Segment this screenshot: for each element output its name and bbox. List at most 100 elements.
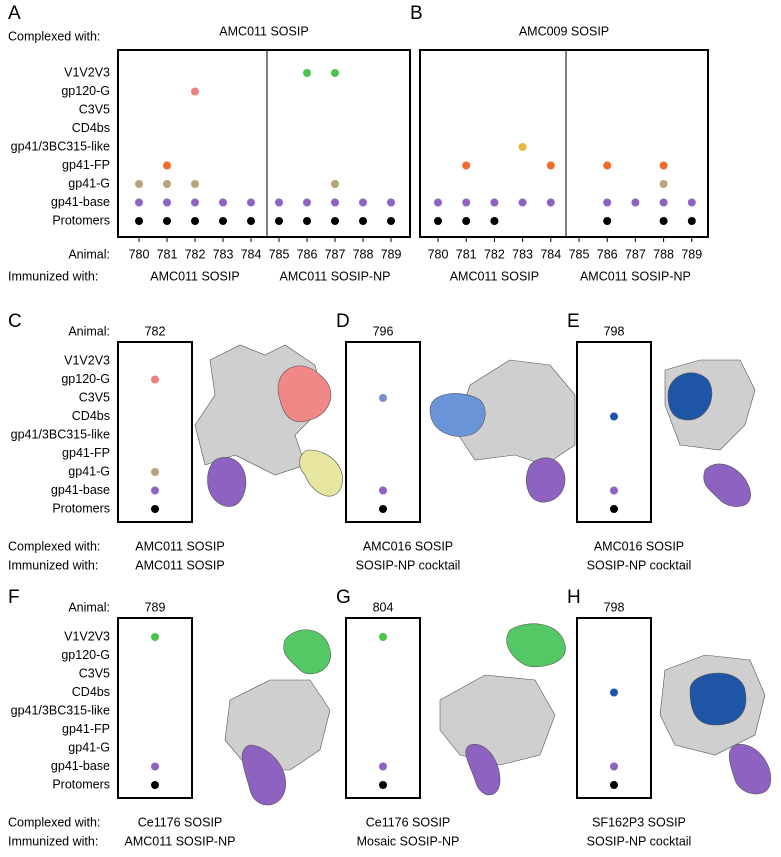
panel-box [345, 341, 421, 523]
panel-letter: F [8, 587, 20, 608]
label: Animal: [68, 600, 110, 614]
animal-label: 786 [597, 247, 618, 261]
complexed-with: AMC016 SOSIP [363, 539, 453, 553]
animal-label: 785 [269, 247, 290, 261]
animal-label: 804 [373, 600, 394, 614]
structure-render [283, 629, 331, 675]
dot [518, 143, 527, 151]
label: Complexed with: [8, 815, 100, 829]
dot [434, 217, 442, 225]
dot [659, 217, 668, 225]
dot [687, 198, 696, 207]
dot [151, 375, 159, 384]
epitope-label: C3V5 [79, 102, 110, 116]
dot [379, 394, 387, 402]
dot [359, 198, 367, 207]
structure-render [207, 457, 247, 507]
animal-label: 781 [456, 247, 477, 261]
epitope-label: Protomers [52, 213, 110, 227]
structure-render [439, 674, 556, 766]
complexed-with: Ce1176 SOSIP [138, 815, 223, 829]
structure-render [667, 372, 713, 421]
dot [303, 217, 311, 225]
epitope-label: CD4bs [72, 121, 110, 135]
structure-render [689, 672, 747, 726]
complexed-with: AMC009 SOSIP [519, 24, 609, 38]
panel-box [117, 341, 193, 523]
immunized-with: AMC011 SOSIP-NP [125, 834, 236, 848]
dot [191, 180, 199, 188]
animal-label: 782 [145, 324, 166, 338]
dot [687, 217, 696, 225]
panel-box [117, 49, 411, 238]
animal-label: 789 [681, 247, 702, 261]
dot [603, 161, 612, 170]
dot [490, 198, 499, 207]
dot [387, 198, 395, 207]
structure-render [728, 744, 772, 795]
epitope-label: Protomers [52, 501, 110, 515]
complexed-with: AMC016 SOSIP [594, 539, 684, 553]
structure-render [525, 457, 566, 503]
immunized-with: AMC011 SOSIP-NP [280, 269, 391, 283]
dot [275, 217, 283, 225]
dot [135, 198, 143, 207]
dot [247, 217, 255, 225]
immunized-with: AMC011 SOSIP [150, 269, 239, 283]
dot [163, 161, 171, 170]
dot [518, 198, 527, 207]
dot [163, 180, 171, 188]
label: Immunized with: [8, 558, 98, 572]
animal-label: 798 [604, 324, 625, 338]
panel-box [576, 341, 652, 523]
immunized-with: AMC011 SOSIP-NP [580, 269, 691, 283]
label: Immunized with: [8, 269, 98, 283]
epitope-label: V1V2V3 [64, 629, 110, 643]
dot [610, 781, 618, 789]
dot [387, 217, 395, 225]
epitope-label: gp120-G [61, 372, 110, 386]
dot [191, 198, 199, 207]
dot [275, 198, 283, 207]
animal-label: 784 [241, 247, 262, 261]
dot [219, 217, 227, 225]
epitope-label: gp41/3BC315-like [11, 427, 110, 441]
panel-letter: D [336, 311, 350, 332]
label: Complexed with: [8, 539, 100, 553]
panel-letter: C [8, 311, 22, 332]
dot [331, 180, 339, 188]
dot [331, 198, 339, 207]
animal-label: 788 [353, 247, 374, 261]
dot [603, 198, 612, 207]
animal-label: 784 [540, 247, 561, 261]
panel-letter: E [567, 311, 580, 332]
immunized-with: SOSIP-NP cocktail [356, 558, 461, 572]
dot [151, 505, 159, 513]
epitope-label: C3V5 [79, 666, 110, 680]
dot [331, 217, 339, 225]
dot [659, 161, 668, 170]
panel-box [576, 617, 652, 799]
immunized-with: SOSIP-NP cocktail [587, 834, 692, 848]
epitope-label: C3V5 [79, 390, 110, 404]
panel-box [419, 49, 709, 238]
immunized-with: SOSIP-NP cocktail [587, 558, 692, 572]
complexed-with: SF162P3 SOSIP [592, 815, 686, 829]
panel-letter: H [567, 587, 581, 608]
panel-letter: A [8, 3, 21, 24]
dot [659, 198, 668, 207]
animal-label: 785 [569, 247, 590, 261]
animal-label: 782 [185, 247, 206, 261]
epitope-label: gp120-G [61, 84, 110, 98]
dot [462, 161, 471, 170]
animal-label: 783 [213, 247, 234, 261]
animal-label: 780 [129, 247, 150, 261]
animal-label: 781 [157, 247, 178, 261]
label: Animal: [68, 324, 110, 338]
dot [631, 198, 640, 207]
animal-label: 787 [625, 247, 646, 261]
structure-render [429, 393, 486, 437]
dot [546, 198, 555, 207]
dot [151, 781, 159, 789]
panel-box [345, 617, 421, 799]
